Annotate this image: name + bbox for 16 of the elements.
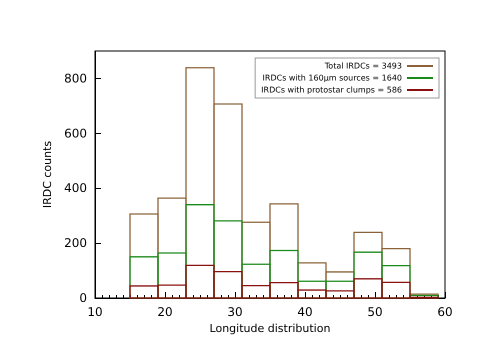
y-axis-title: IRDC counts — [41, 140, 54, 208]
x-axis-title: Longitude distribution — [210, 322, 330, 335]
x-tick-label: 40 — [297, 305, 313, 319]
y-tick-label: 600 — [64, 126, 87, 140]
x-tick-label: 30 — [227, 305, 243, 319]
x-tick-label: 60 — [437, 305, 453, 319]
legend-label: Total IRDCs = 3493 — [324, 62, 402, 70]
legend-label: IRDCs with protostar clumps = 586 — [261, 86, 402, 94]
legend-label: IRDCs with 160μm sources = 1640 — [262, 74, 402, 82]
y-tick-label: 0 — [79, 291, 87, 305]
x-tick-label: 20 — [157, 305, 173, 319]
x-tick-label: 50 — [367, 305, 383, 319]
y-tick-label: 400 — [64, 181, 87, 196]
y-tick-label: 800 — [64, 71, 87, 86]
x-tick-label: 10 — [87, 305, 103, 319]
y-tick-label: 200 — [64, 236, 87, 250]
